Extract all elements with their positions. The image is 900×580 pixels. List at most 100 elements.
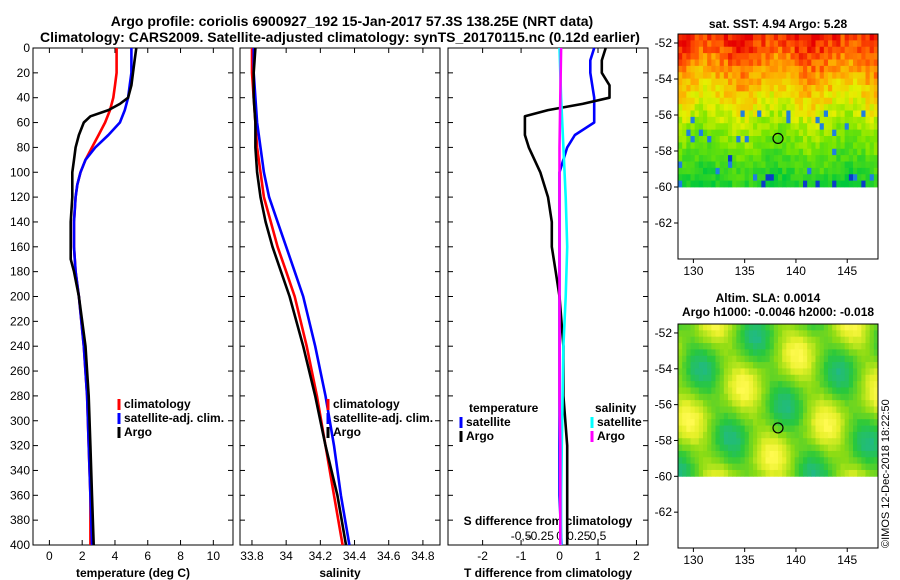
sst_map-cell: [757, 91, 762, 99]
sst_map-cell: [711, 91, 716, 99]
sst_map-cell: [807, 123, 812, 131]
sst_map-cell: [865, 116, 871, 124]
sst_map-cell: [873, 85, 879, 92]
sla_map-cell: [811, 463, 816, 471]
sla_map-cell: [761, 469, 766, 477]
sla_map-cell: [857, 444, 862, 452]
sst_map-cell: [873, 40, 879, 48]
sla_map-cell: [869, 463, 875, 471]
salinity-xlabel: salinity: [319, 566, 361, 580]
depth-tick-label: 340: [10, 463, 30, 477]
sst_map-cell: [869, 72, 875, 80]
sst_map-cell: [740, 116, 746, 124]
sst_map-cell: [690, 46, 696, 54]
sla_map-cell: [869, 355, 875, 363]
sla_map-cell: [715, 457, 721, 465]
sst_map-cell: [840, 72, 846, 80]
sst_map-cell: [686, 59, 691, 67]
sst_map-cell: [786, 123, 791, 131]
sla_map-cell: [865, 362, 871, 369]
sst_map-cell: [723, 129, 729, 137]
sst_map-cell: [682, 174, 687, 182]
sst_map-cell: [790, 34, 796, 41]
sla_map-cell: [757, 444, 762, 452]
sla_map-cell: [832, 406, 837, 414]
sst_map-cell: [736, 180, 741, 188]
sst_map-cell: [828, 136, 833, 143]
sst_map-cell: [861, 136, 866, 143]
sst_map-cell: [715, 97, 721, 105]
sla_map-cell: [698, 438, 704, 445]
sst_map-cell: [736, 174, 741, 182]
sst_map-cell: [861, 129, 866, 137]
sst_map-cell: [798, 129, 804, 137]
sla_map-cell: [723, 425, 729, 433]
sla_map-cell: [794, 330, 800, 338]
sla_map-cell: [698, 393, 704, 401]
sst_map-cell: [865, 123, 871, 131]
sla_map-cell: [740, 368, 746, 376]
sla_map-cell: [790, 412, 796, 420]
sla_map-cell: [682, 444, 687, 452]
sla_map-cell: [815, 381, 821, 388]
sst_map-cell: [723, 142, 729, 150]
sla_map-cell: [715, 374, 721, 382]
sla_map-cell: [678, 463, 683, 471]
sst_map-cell: [773, 97, 779, 105]
sla_map-cell: [853, 425, 858, 433]
sla_map-cell: [732, 400, 737, 407]
sst_map-cell: [761, 180, 766, 188]
sla_map-cell: [703, 412, 708, 420]
sst_map-cell: [794, 180, 800, 188]
sst_map-cell: [753, 97, 758, 105]
sla_map-cell: [811, 450, 816, 458]
sst_map-cell: [682, 148, 687, 156]
sst_map-cell: [765, 129, 771, 137]
sst_map-cell: [761, 72, 766, 80]
sst_map-cell: [765, 72, 771, 80]
sla_map-cell: [848, 444, 854, 452]
sla_map-cell: [761, 444, 766, 452]
sst_map-cell: [794, 116, 800, 124]
sla_map-cell: [778, 349, 783, 357]
sst_map-cell: [698, 148, 704, 156]
sla_map-cell: [840, 469, 846, 477]
sla_map-cell: [690, 438, 696, 445]
sst_map-cell: [873, 180, 879, 188]
sla_map-cell: [836, 343, 841, 350]
sst_map-cell: [690, 104, 696, 111]
sla_map-cell: [715, 336, 721, 344]
sla_map-cell: [786, 381, 791, 388]
sst_map-cell: [678, 174, 683, 182]
sla_map-cell: [815, 450, 821, 458]
sst_map-cell: [761, 116, 766, 124]
sla_map-cell: [732, 349, 737, 357]
sst_map-cell: [694, 142, 700, 150]
sla_map-cell: [828, 349, 833, 357]
sst_map-cell: [740, 34, 746, 41]
sla_map-cell: [794, 400, 800, 407]
sla_map-cell: [728, 438, 733, 445]
sla_map-cell: [682, 400, 687, 407]
sla_map-cell: [873, 368, 879, 376]
sla_map-cell: [707, 387, 712, 395]
sla_map-cell: [853, 393, 858, 401]
sla_map-cell: [769, 400, 775, 407]
sla_map-cell: [719, 393, 725, 401]
temperature-legend-label: climatology: [124, 397, 191, 411]
sla_map-cell: [823, 368, 829, 376]
sla_map-cell: [828, 355, 833, 363]
sst_map-cell: [678, 116, 683, 124]
sst_map-cell: [832, 97, 837, 105]
sla_map-cell: [686, 469, 691, 477]
sst_map-cell: [794, 65, 800, 73]
sst_map-cell: [807, 65, 812, 73]
sla_map-cell: [853, 387, 858, 395]
sst_map-cell: [715, 161, 721, 169]
sla_map-cell: [832, 412, 837, 420]
sst_map-cell: [844, 78, 850, 86]
sst_map-cell: [694, 116, 700, 124]
sla_map-cell: [711, 368, 716, 376]
sla_map-cell: [769, 444, 775, 452]
sst_map-cell: [828, 110, 833, 118]
